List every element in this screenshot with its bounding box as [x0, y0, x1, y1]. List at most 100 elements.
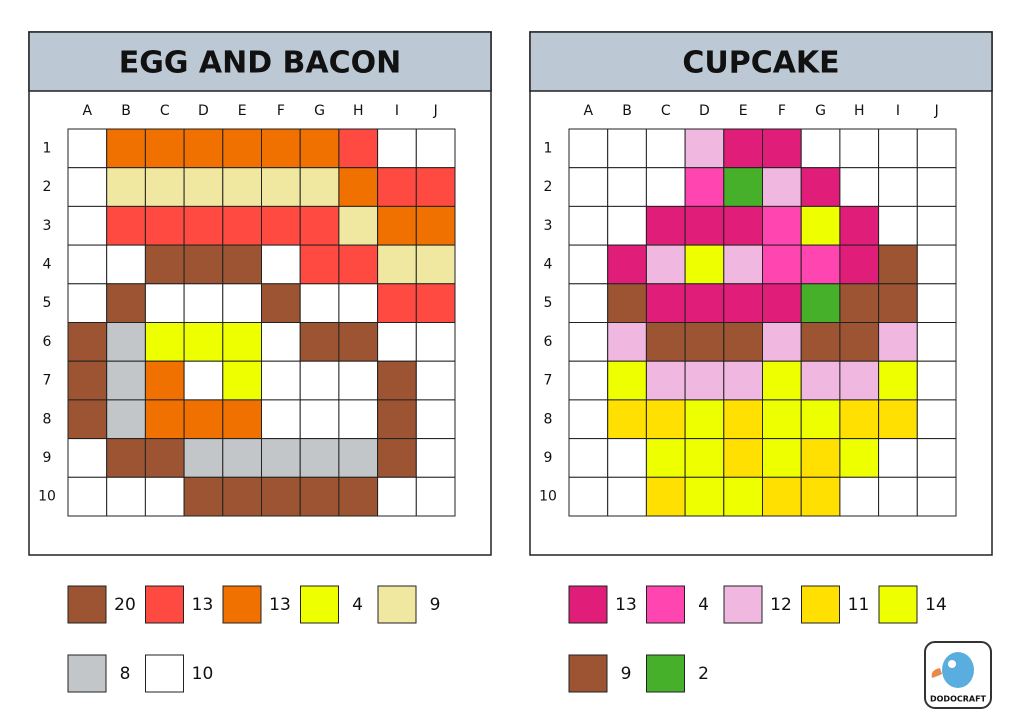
- cell: [762, 244, 802, 285]
- cell: [415, 128, 456, 169]
- cell: [839, 283, 880, 323]
- cell: [607, 399, 647, 440]
- cell: [144, 360, 185, 401]
- cell: [800, 167, 841, 207]
- cell: [800, 476, 841, 517]
- cell: [377, 167, 417, 207]
- cell: [222, 360, 263, 401]
- cell: [261, 360, 301, 401]
- cell: [183, 283, 224, 323]
- row-label: 8: [544, 411, 553, 427]
- cell: [762, 399, 802, 440]
- cell: [723, 476, 763, 517]
- cell: [415, 283, 456, 323]
- cell: [299, 476, 340, 517]
- logo: DODOCRAFT: [924, 641, 992, 709]
- cell: [261, 244, 301, 285]
- cell: [762, 205, 802, 246]
- cell: [261, 167, 301, 207]
- cell: [299, 128, 340, 169]
- legend-count: 11: [848, 595, 870, 615]
- column-label: H: [353, 103, 364, 119]
- legend-count: 8: [120, 664, 131, 684]
- panel-title: EGG AND BACON: [119, 46, 402, 81]
- row-label: 3: [43, 218, 52, 234]
- cell: [916, 476, 957, 517]
- panel-header: [28, 31, 492, 92]
- legend-count: 9: [430, 595, 441, 615]
- legend-count: 13: [615, 595, 637, 615]
- panel: EGG AND BACON A B C D E F G H I J 1 2 3 4 5 6 7 8 9 10 20 13 13…: [28, 31, 492, 693]
- cell: [684, 322, 725, 362]
- row-label: 9: [544, 450, 553, 466]
- cell: [878, 205, 918, 246]
- cell: [415, 322, 456, 362]
- legend-swatch: [145, 585, 184, 624]
- cell: [645, 283, 686, 323]
- row-label: 7: [43, 373, 52, 389]
- cell: [261, 438, 301, 478]
- cell: [916, 283, 957, 323]
- cell: [762, 438, 802, 478]
- column-label: D: [699, 103, 710, 119]
- cell: [415, 438, 456, 478]
- cell: [144, 167, 185, 207]
- cell: [106, 399, 146, 440]
- cell: [338, 167, 379, 207]
- cell: [916, 167, 957, 207]
- cell: [415, 399, 456, 440]
- cell: [183, 360, 224, 401]
- cell: [261, 128, 301, 169]
- cell: [684, 360, 725, 401]
- cell: [67, 360, 108, 401]
- row-label: 5: [43, 295, 52, 311]
- legend-count: 20: [114, 595, 136, 615]
- cell: [222, 205, 263, 246]
- cell: [144, 476, 185, 517]
- cell: [723, 360, 763, 401]
- cell: [723, 283, 763, 323]
- cell: [377, 283, 417, 323]
- cell: [299, 283, 340, 323]
- cell: [800, 244, 841, 285]
- cell: [839, 399, 880, 440]
- cell: [222, 476, 263, 517]
- column-label: A: [584, 103, 594, 119]
- cell: [67, 476, 108, 517]
- cell: [878, 167, 918, 207]
- cell: [377, 438, 417, 478]
- cell: [299, 205, 340, 246]
- legend-count: 2: [698, 664, 709, 684]
- cell: [338, 205, 379, 246]
- cell: [568, 205, 609, 246]
- cell: [106, 205, 146, 246]
- logo-text: DODOCRAFT: [930, 695, 987, 704]
- column-label: J: [433, 103, 438, 119]
- cell: [338, 283, 379, 323]
- cell: [67, 244, 108, 285]
- cell: [607, 205, 647, 246]
- cell: [261, 205, 301, 246]
- cell: [67, 128, 108, 169]
- cell: [568, 322, 609, 362]
- cell: [878, 438, 918, 478]
- cell: [800, 360, 841, 401]
- cell: [183, 205, 224, 246]
- cell: [261, 476, 301, 517]
- cell: [338, 244, 379, 285]
- cell: [645, 167, 686, 207]
- row-label: 8: [43, 411, 52, 427]
- cell: [916, 244, 957, 285]
- cell: [684, 399, 725, 440]
- cell: [645, 322, 686, 362]
- cell: [762, 167, 802, 207]
- logo-beak: [931, 668, 942, 678]
- cell: [607, 283, 647, 323]
- legend-swatch: [723, 585, 763, 624]
- cell: [183, 476, 224, 517]
- cell: [106, 322, 146, 362]
- cell: [222, 283, 263, 323]
- column-label: E: [739, 103, 748, 119]
- cell: [607, 128, 647, 169]
